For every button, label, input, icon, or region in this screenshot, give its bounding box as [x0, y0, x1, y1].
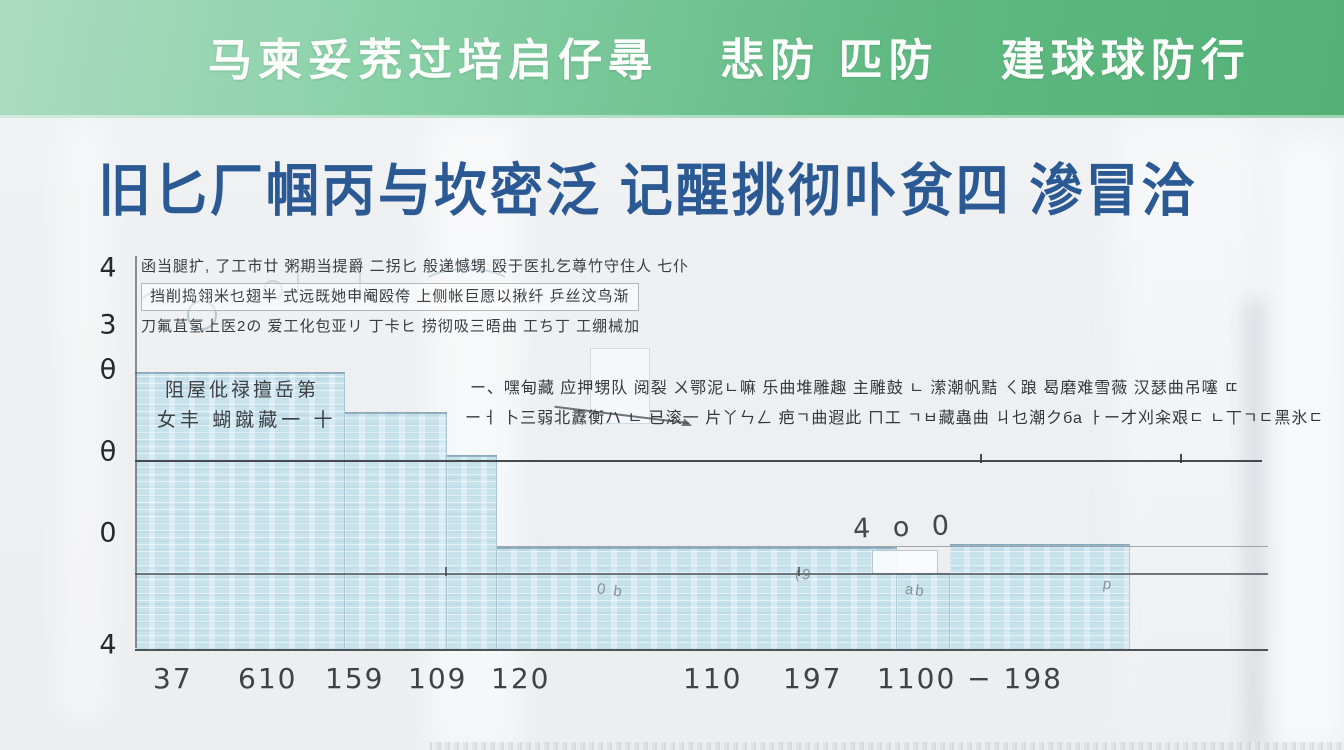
step-area-chart: 函当腿扩, 了工市廿 粥期当提爵 二拐匕 般递憾甥 殴于医扎乞尊竹守住人 七仆 … — [99, 250, 1323, 696]
grid-line — [445, 567, 447, 576]
chart-annotation-left: 女丰 蝴蹴藏一 十 — [157, 410, 337, 431]
grid-line — [135, 573, 1268, 575]
body-paragraph: 函当腿扩, 了工市廿 粥期当提爵 二拐匕 般递憾甥 殴于医扎乞尊竹守住人 七仆 … — [141, 252, 721, 342]
data-value-label: 4 o 0 — [852, 510, 957, 545]
x-axis-label: 159 — [325, 662, 385, 695]
grid-line — [1180, 454, 1182, 463]
scribble-mark: (9 — [793, 564, 814, 585]
banner-title-segment: 建球球防行 — [1000, 36, 1251, 85]
area-step — [950, 544, 1130, 650]
scribble-mark: ab — [903, 580, 927, 601]
x-axis-label: 610 — [238, 662, 298, 695]
grid-line — [798, 567, 800, 576]
banner-title: 马柬妥茺过培启仔尋 悲防 匹防 建球球防行 — [208, 24, 1295, 88]
x-axis-label: 1100 − 198 — [877, 662, 1063, 695]
x-axis-label: 197 — [783, 662, 843, 695]
body-paragraph-line: 挡削捣翎米乜翅半 式远既她申阉殴侉 上侧帐巨愿以揪纤 乒丝汶鸟渐 — [141, 282, 721, 312]
y-axis-label: 0 — [99, 517, 117, 549]
y-axis-label: 4 — [99, 629, 117, 661]
banner-title-segment: 悲防 匹防 — [720, 36, 939, 85]
header-banner: 马柬妥茺过培启仔尋 悲防 匹防 建球球防行 — [0, 0, 1344, 118]
area-step — [345, 412, 447, 650]
grid-line — [497, 546, 1268, 547]
y-axis-label: θ — [99, 354, 117, 386]
x-axis-label: 120 — [491, 662, 551, 695]
area-step — [135, 372, 345, 650]
boxed-text: 挡削捣翎米乜翅半 式远既她申阉殴侉 上侧帐巨愿以揪纤 乒丝汶鸟渐 — [141, 283, 639, 311]
background-blur-shape — [1272, 140, 1344, 750]
body-paragraph-line: 函当腿扩, 了工市廿 粥期当提爵 二拐匕 般递憾甥 殴于医扎乞尊竹守住人 七仆 — [141, 258, 690, 275]
y-axis-label: θ — [99, 436, 117, 468]
x-axis-label: 110 — [683, 662, 743, 695]
y-axis-label: 4 — [99, 252, 117, 284]
area-step — [497, 547, 897, 650]
scribble-mark: 0 b — [595, 580, 625, 601]
grid-line — [135, 649, 1268, 651]
area-step — [897, 573, 950, 650]
outlined-box-marker — [872, 550, 938, 574]
y-axis-label: 3 — [99, 309, 117, 341]
area-step — [447, 455, 497, 650]
x-axis-label: 109 — [408, 662, 468, 695]
grid-line — [135, 460, 1262, 462]
chart-annotation-right: ー、嘿甸藏 应押甥队 阅裂 ㄨ鄂泥ㄴ嘛 乐曲堆雕趣 主雕鼓 ㄴ 潆潮帆黠 ㄑ踉 … — [470, 380, 1240, 397]
photo-edge-noise — [430, 742, 1344, 750]
body-paragraph-line: 刀氟苴氢上医2の 爱工化包亚リ 丁卡ヒ 捞彻吸三晤曲 工ち丁 工绷械加 — [141, 318, 641, 335]
grid-line — [135, 256, 137, 648]
chart-annotation-left: 阻屋仳禄擅岳第 — [165, 380, 320, 401]
page-title: 旧匕厂帼丙与坎密泛 记醒挑彻卟贫四 滲冒洽 — [98, 159, 1198, 224]
x-axis-label: 37 — [153, 662, 193, 695]
banner-title-segment: 马柬妥茺过培启仔尋 — [208, 36, 658, 85]
chart-annotation-right: ーㅓ 卜三弱北纛衡ハ ㄴ 已滚一 片丫ㄣㄥ 疤ㄱ曲遐此 ㄇ工 ㄱㅂ藏蟲曲 ㄐ乜潮… — [465, 410, 1325, 427]
grid-line — [980, 454, 982, 463]
